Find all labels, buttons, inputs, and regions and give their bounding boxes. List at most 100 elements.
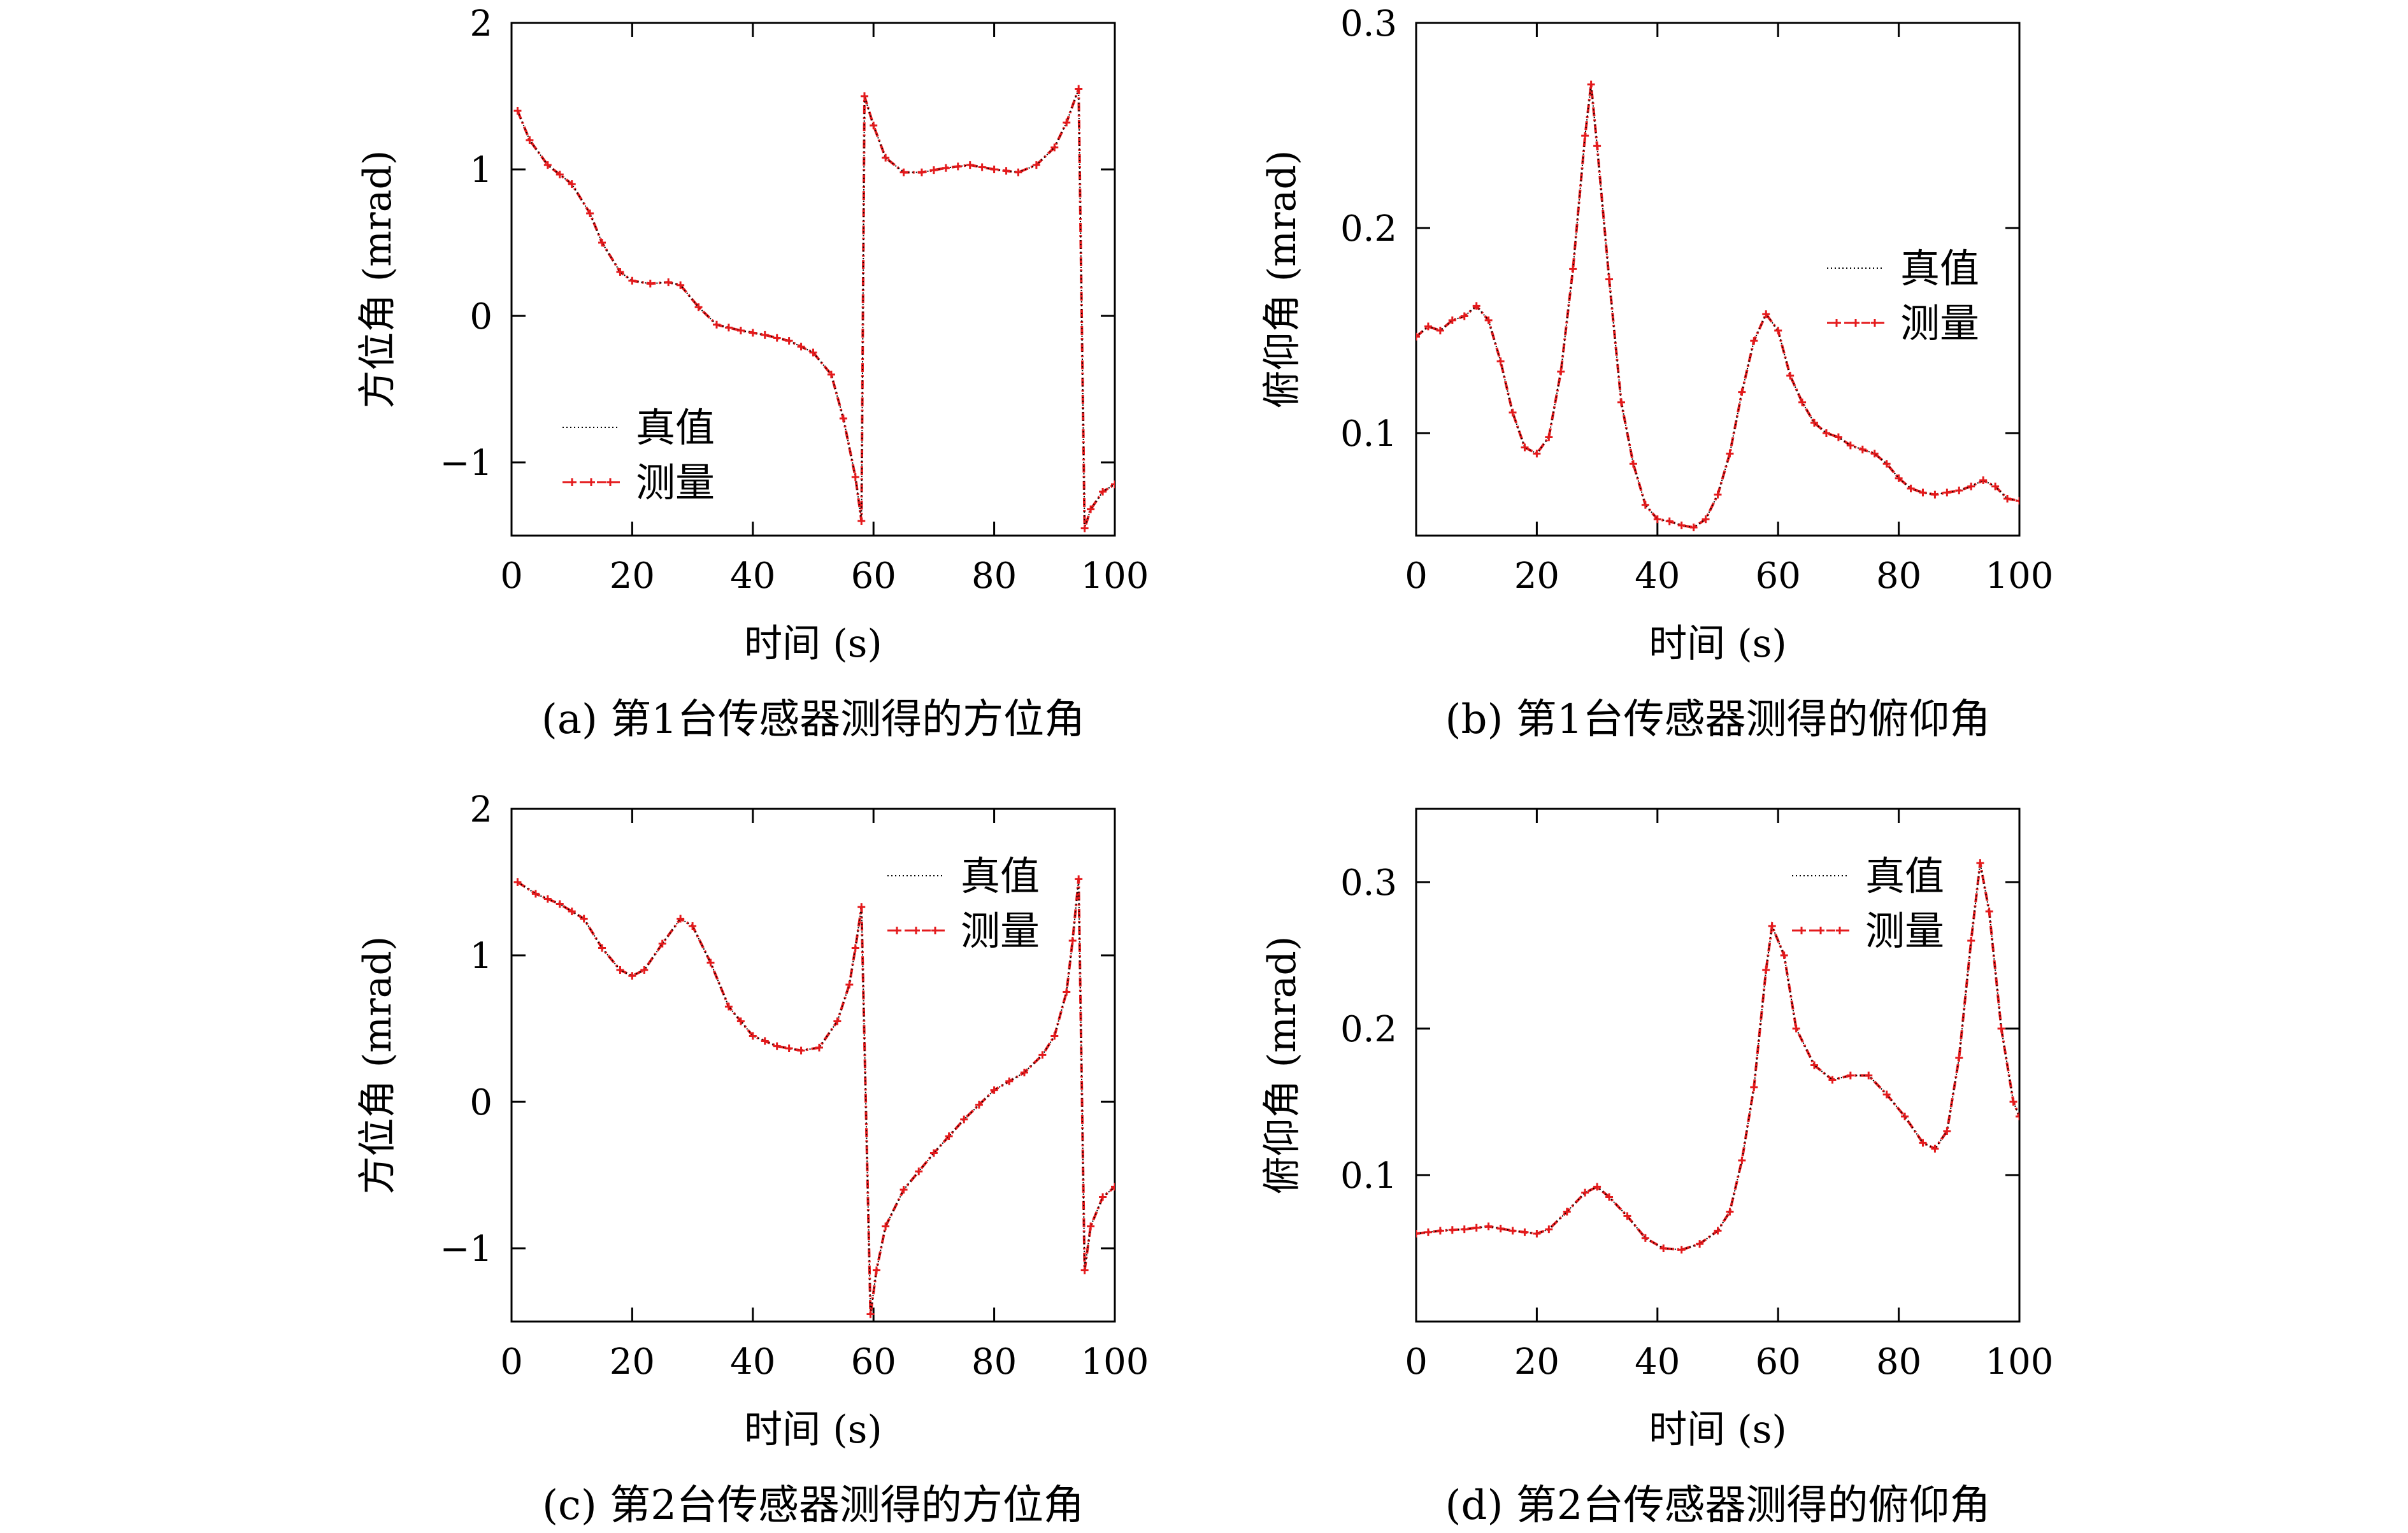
plot-frame (510, 22, 1116, 537)
measured-point (1099, 1193, 1107, 1201)
measured-point (513, 107, 522, 115)
series-measured-line (1416, 84, 2019, 529)
legend-measured-label: 测量 (1900, 300, 1979, 346)
panel-caption: (a) 第1台传感器测得的方位角 (541, 696, 1085, 743)
measured-point (1075, 875, 1083, 883)
measured-point (1087, 505, 1095, 513)
measured-point (568, 180, 576, 188)
measured-point (1882, 1090, 1891, 1099)
x-tick-label: 20 (1514, 1341, 1559, 1383)
measured-point (1810, 418, 1819, 427)
measured-point (990, 166, 998, 173)
measured-point (1653, 515, 1661, 524)
legend-true-label: 真值 (1865, 853, 1944, 899)
y-tick-label: 2 (469, 789, 492, 831)
measured-point (1895, 474, 1903, 482)
y-tick-label: 0.3 (1340, 862, 1397, 904)
measured-point (736, 327, 745, 334)
x-tick-label: 80 (1876, 1341, 1921, 1383)
plot-frame (1415, 808, 2021, 1323)
legend-true-label: 真值 (1900, 245, 1979, 292)
measured-point (1865, 1071, 1873, 1080)
measured-markers (1416, 859, 2019, 1254)
legend-measured-marker (1871, 319, 1879, 327)
measured-point (915, 1167, 923, 1176)
measured-point (761, 331, 769, 339)
measured-point (945, 1132, 953, 1141)
measured-point (2009, 1098, 2017, 1106)
measured-point (797, 1046, 805, 1055)
measured-point (724, 1002, 733, 1011)
measured-point (2016, 1113, 2019, 1120)
measured-point (827, 371, 835, 378)
measured-point (1080, 1266, 1089, 1274)
x-tick-label: 20 (610, 555, 655, 597)
legend-measured-marker (912, 927, 920, 934)
measured-point (1533, 1230, 1541, 1237)
measured-point (1768, 922, 1776, 930)
measured-point (1050, 1032, 1059, 1040)
measured-point (1617, 398, 1625, 406)
measured-point (1726, 1208, 1734, 1216)
measured-point (1659, 1244, 1668, 1252)
measured-point (1955, 1054, 1963, 1062)
measured-point (1436, 1227, 1444, 1235)
y-tick-label: 0 (469, 1082, 492, 1123)
panel-caption: (d) 第2台传感器测得的俯仰角 (1445, 1482, 1991, 1529)
x-tick-label: 40 (1635, 1341, 1680, 1383)
legend-measured-label: 测量 (636, 459, 715, 506)
measured-point (966, 161, 974, 169)
plot-frame (1415, 22, 2021, 537)
measured-point (1533, 450, 1541, 458)
measured-point (1665, 517, 1673, 525)
measured-point (1931, 1144, 1939, 1153)
measured-point (1976, 859, 1984, 867)
legend-measured-label: 测量 (1865, 908, 1944, 954)
measured-point (568, 908, 576, 915)
measured-point (706, 959, 715, 967)
y-tick-label: 0.2 (1340, 208, 1397, 250)
measured-point (1436, 327, 1444, 334)
measured-point (990, 1086, 998, 1094)
measured-point (1099, 488, 1107, 496)
measured-point (1750, 337, 1758, 345)
panel-c: 0 20 40 60 80 100 2 1 0 −1 时间 (s) 方位角 (mrad) (c) 第2台… (355, 789, 1149, 1529)
measured-point (1005, 1077, 1014, 1085)
measured-point (960, 1115, 968, 1123)
measured-point (543, 161, 552, 169)
y-tick-label: 0.1 (1340, 1155, 1397, 1197)
series-true-line (517, 879, 1115, 1315)
measured-point (1545, 1225, 1553, 1234)
measured-point (882, 1222, 890, 1230)
measured-point (1563, 1208, 1571, 1216)
measured-point (1050, 143, 1059, 152)
measured-point (1641, 501, 1649, 509)
measured-point (1623, 1212, 1631, 1220)
measured-point (785, 1045, 793, 1053)
x-tick-label: 60 (851, 1341, 896, 1383)
measured-point (857, 903, 866, 911)
series-measured-line (516, 88, 1115, 529)
x-tick-label: 20 (1514, 555, 1559, 597)
measured-point (899, 1186, 908, 1194)
measured-point (857, 517, 866, 525)
measured-point (526, 136, 534, 144)
measured-point (1677, 521, 1686, 529)
measured-point (860, 92, 868, 100)
measured-point (1063, 118, 1071, 127)
legend-measured-marker (606, 478, 614, 486)
measured-point (1967, 937, 1975, 945)
panel-a: 0 20 40 60 80 100 2 1 0 −1 时间 (s) 方位角 (mrad) (a) 第1台… (355, 3, 1149, 743)
measured-point (917, 168, 926, 176)
measured-point (942, 164, 950, 172)
x-tick-label: 60 (1756, 555, 1801, 597)
measured-point (1460, 312, 1468, 320)
measured-point (598, 239, 606, 246)
measured-point (1870, 450, 1879, 458)
measured-point (929, 1149, 938, 1157)
measured-point (1521, 443, 1529, 452)
legend-true-label: 真值 (636, 404, 715, 451)
measured-point (2016, 497, 2019, 505)
